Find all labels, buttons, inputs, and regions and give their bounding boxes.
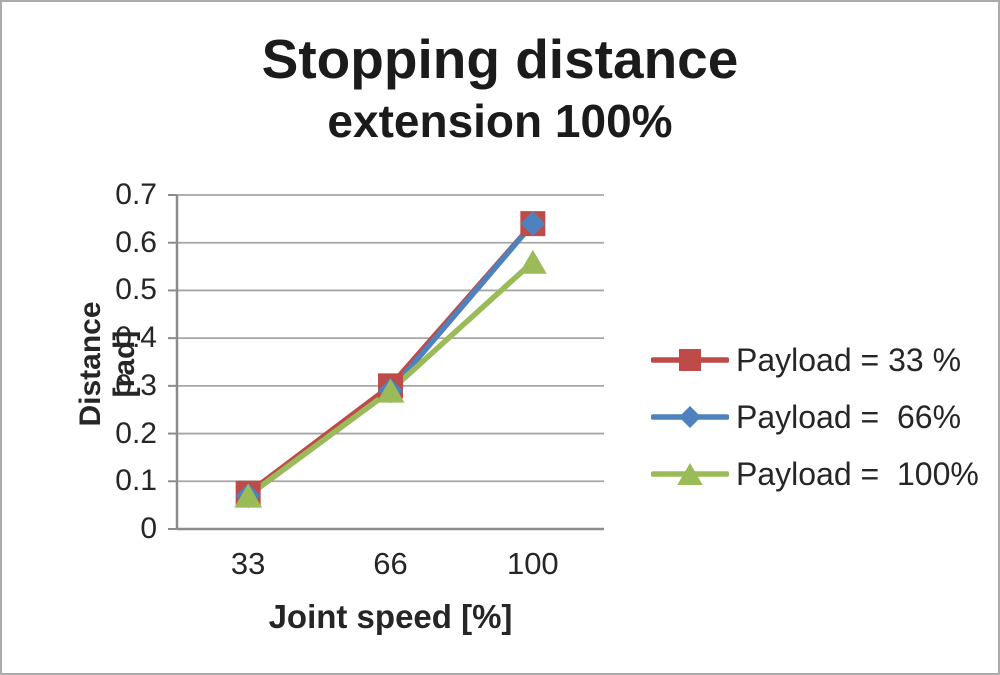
legend-item: Payload = 66% (651, 397, 979, 437)
x-tick-label: 33 (230, 546, 266, 581)
chart-title-line2: extension 100% (327, 95, 673, 148)
legend-item: Payload = 100% (651, 454, 979, 494)
y-tick-label: 0.3 (115, 368, 157, 402)
legend-marker-shape (679, 406, 701, 428)
legend-item: Payload = 33 % (651, 340, 979, 380)
y-tick-label: 0.1 (115, 464, 157, 498)
x-tick-label: 66 (373, 546, 408, 581)
legend-marker-shape (677, 463, 703, 485)
legend-marker-square (651, 349, 729, 371)
legend-marker-shape (679, 349, 701, 371)
legend-marker-diamond (651, 406, 729, 428)
series-line-0 (245, 220, 536, 496)
y-tick-label: 0.4 (115, 321, 157, 355)
legend-label: Payload = 33 % (736, 341, 962, 378)
series-marker-triangle (376, 378, 405, 403)
legend: Payload = 33 % Payload = 66% Payload = 100… (651, 340, 979, 511)
y-tick-label: 0.2 (115, 416, 157, 450)
series-marker-triangle (518, 249, 547, 274)
y-tick-label: 0.6 (115, 225, 157, 259)
legend-label: Payload = 66% (736, 398, 962, 435)
x-axis-title: Joint speed [%] (268, 598, 513, 635)
legend-marker-triangle (651, 463, 729, 485)
series-marker-triangle (234, 483, 263, 508)
chart-title: Stopping distance extension 100% (2, 28, 998, 148)
y-tick-label: 0 (140, 512, 157, 545)
chart-title-line1: Stopping distance (261, 28, 739, 90)
y-tick-label: 0.5 (115, 273, 157, 307)
y-tick-label: 0.7 (115, 178, 157, 211)
x-tick-label: 100 (506, 546, 559, 581)
series-line-1 (245, 220, 536, 499)
legend-label: Payload = 100% (736, 455, 979, 492)
series-marker-diamond (520, 211, 546, 237)
